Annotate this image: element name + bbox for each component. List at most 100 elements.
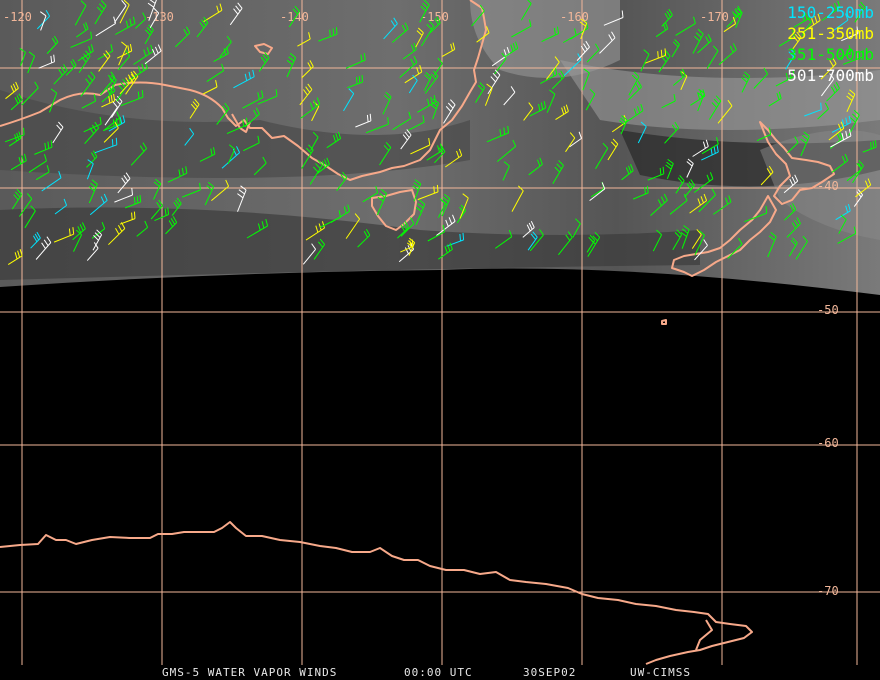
wind-barb: [316, 157, 330, 175]
wind-barb: [81, 94, 97, 109]
wind-barb: [692, 139, 709, 157]
wind-barb: [855, 178, 872, 198]
wind-barb: [446, 232, 465, 247]
wind-barb: [837, 45, 852, 60]
wind-barb: [672, 229, 683, 251]
wind-barb: [125, 194, 142, 209]
wind-barb: [309, 159, 323, 185]
wind-barb: [541, 26, 560, 43]
wind-barb: [603, 10, 624, 26]
wind-barb: [24, 205, 36, 229]
wind-barb: [528, 157, 543, 176]
wind-barb: [727, 237, 743, 259]
wind-barb: [671, 39, 680, 58]
wind-barb: [189, 98, 200, 119]
wind-barb: [854, 1, 866, 23]
pressure-level-legend: 150-250mb 251-350mb 351-500mb 501-700mb: [787, 2, 874, 86]
wind-barb: [599, 31, 616, 54]
wind-barb: [114, 187, 133, 203]
wind-barb: [628, 71, 640, 96]
wind-barb: [423, 72, 432, 91]
wind-barb: [130, 142, 148, 166]
wind-barb: [65, 59, 77, 76]
wind-barb: [357, 228, 371, 248]
wind-barb: [21, 81, 39, 106]
wind-barb: [35, 165, 50, 181]
wind-barb: [202, 80, 218, 95]
wind-barb: [128, 61, 148, 82]
lat-label: -60: [817, 436, 839, 450]
wind-barb: [486, 125, 510, 143]
wind-barb: [412, 179, 422, 202]
wind-barb: [831, 115, 852, 133]
wind-barb: [46, 35, 59, 54]
wind-barb: [35, 236, 52, 260]
wind-barb: [438, 242, 453, 260]
wind-barb: [111, 95, 123, 118]
wind-barb: [529, 101, 547, 117]
wind-barb: [199, 147, 216, 162]
wind-barb: [286, 52, 297, 78]
wind-barb: [443, 99, 456, 124]
stewart-island: [661, 319, 667, 325]
wind-barb: [476, 26, 490, 43]
wind-barb: [495, 229, 513, 249]
wind-barb: [115, 16, 136, 35]
wind-barb: [529, 229, 544, 252]
wind-barb: [108, 222, 126, 246]
wind-barb: [313, 238, 326, 260]
wind-barb: [828, 121, 845, 141]
australia-coastline: [0, 0, 487, 181]
wind-barb: [637, 121, 647, 144]
wind-barb: [216, 102, 230, 125]
longitude-labels: -120 -130 -140 -150 -160 -170: [3, 10, 729, 24]
wind-barb: [305, 221, 325, 241]
wind-barb: [229, 2, 243, 26]
wind-barb: [113, 0, 127, 23]
wind-barb: [718, 43, 737, 65]
wind-barb: [675, 175, 685, 194]
wind-barb: [788, 237, 798, 257]
wind-barb: [783, 174, 799, 194]
wind-barb: [27, 51, 36, 74]
wind-barb: [675, 16, 696, 36]
wind-barb: [801, 16, 812, 36]
wind-barb: [551, 70, 565, 90]
wind-barb: [433, 57, 443, 76]
wind-barb: [53, 227, 75, 243]
wind-barb: [258, 51, 270, 72]
wind-barb: [661, 8, 673, 27]
wind-barb: [820, 57, 837, 80]
wind-barb: [775, 69, 795, 87]
wind-barb: [288, 5, 300, 28]
wind-barb: [226, 117, 248, 135]
wind-barb: [318, 27, 338, 42]
wind-barb: [391, 22, 409, 43]
wind-barb: [203, 3, 223, 23]
lat-label: -70: [817, 584, 839, 598]
wind-barb: [644, 48, 667, 64]
wind-barb: [10, 93, 23, 111]
wind-barb: [400, 239, 414, 253]
wind-barb: [73, 229, 83, 252]
new-zealand-north-island: [759, 121, 835, 205]
wind-barb: [7, 248, 23, 266]
legend-entry-501-700mb: 501-700mb: [787, 66, 874, 85]
wind-barb: [30, 231, 41, 249]
wind-barb: [661, 94, 676, 109]
wind-barb: [558, 231, 573, 256]
wind-barb: [487, 69, 501, 95]
wind-barb: [785, 48, 796, 70]
wind-barb: [119, 0, 130, 24]
wind-barb: [846, 89, 856, 113]
wind-barb: [88, 179, 98, 204]
wind-barb: [70, 31, 93, 48]
wind-barb: [379, 141, 392, 166]
wind-barb: [572, 218, 581, 238]
wind-barb: [589, 182, 606, 201]
wind-barb: [821, 0, 841, 21]
wind-barb: [376, 188, 388, 216]
wind-barb: [365, 117, 389, 134]
wind-barb: [817, 102, 829, 120]
